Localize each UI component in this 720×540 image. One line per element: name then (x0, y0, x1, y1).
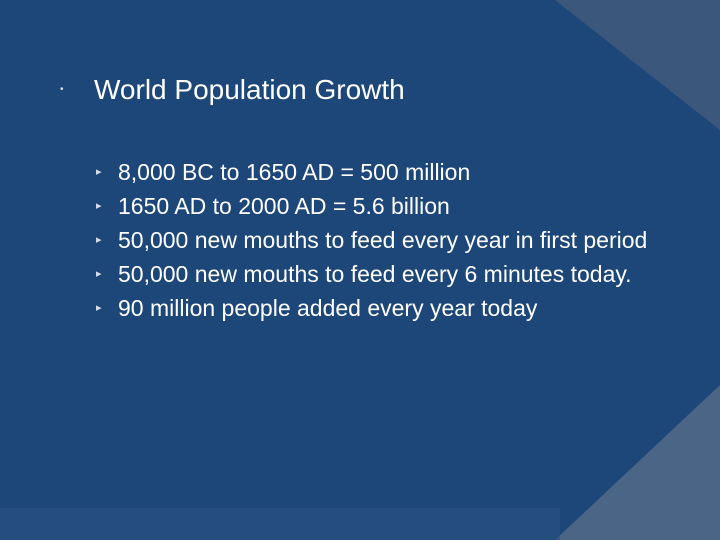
top-right-shape (555, 0, 720, 130)
bullet-item: ▸ 8,000 BC to 1650 AD = 500 million (96, 155, 656, 189)
bullet-arrow-icon: ▸ (96, 268, 102, 280)
bullet-arrow-icon: ▸ (96, 166, 102, 178)
bullet-list: ▸ 8,000 BC to 1650 AD = 500 million ▸ 16… (96, 155, 656, 325)
bullet-text: 50,000 new mouths to feed every year in … (118, 227, 648, 253)
bullet-text: 90 million people added every year today (118, 295, 538, 321)
bullet-arrow-icon: ▸ (96, 234, 102, 246)
bullet-text: 8,000 BC to 1650 AD = 500 million (118, 159, 471, 185)
bullet-item: ▸ 50,000 new mouths to feed every 6 minu… (96, 257, 656, 291)
bullet-item: ▸ 50,000 new mouths to feed every year i… (96, 223, 656, 257)
bullet-arrow-icon: ▸ (96, 200, 102, 212)
bottom-right-shape (555, 385, 720, 540)
title-row: • World Population Growth (60, 70, 405, 110)
bullet-text: 50,000 new mouths to feed every 6 minute… (118, 261, 632, 287)
bullet-text: 1650 AD to 2000 AD = 5.6 billion (118, 193, 450, 219)
bullet-arrow-icon: ▸ (96, 302, 102, 314)
bullet-item: ▸ 90 million people added every year tod… (96, 291, 656, 325)
bullet-item: ▸ 1650 AD to 2000 AD = 5.6 billion (96, 189, 656, 223)
title-bullet-icon: • (60, 84, 64, 95)
slide-title: World Population Growth (94, 74, 405, 105)
bottom-strip-shape (0, 508, 560, 540)
